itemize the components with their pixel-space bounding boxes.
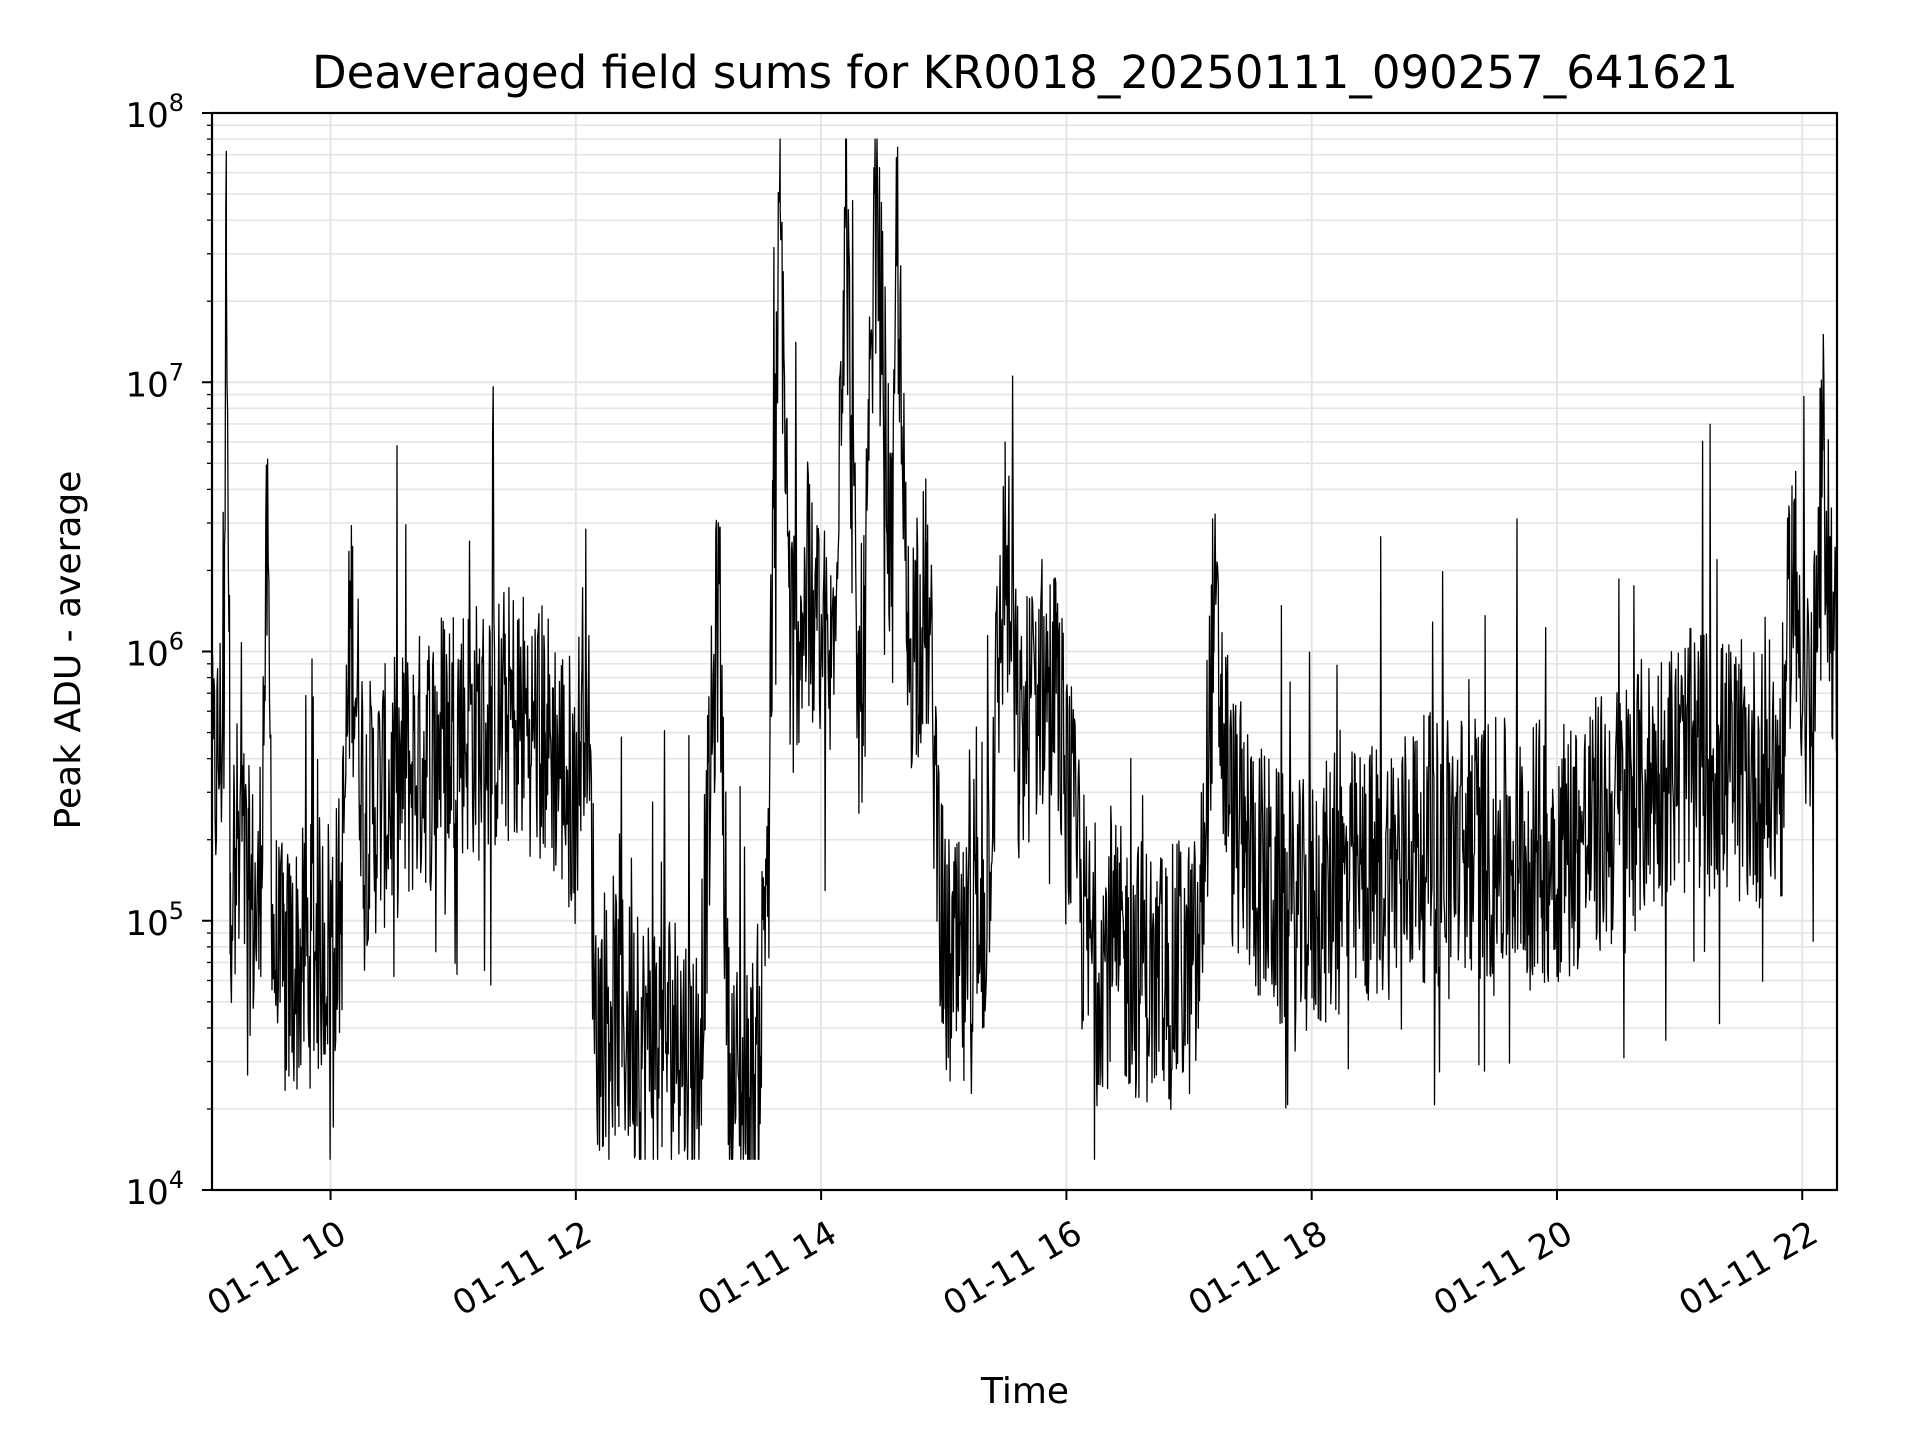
- y-tick-label: 108: [125, 89, 184, 136]
- grid-lines: [212, 113, 1837, 1191]
- x-tick-label: 01-11 12: [446, 1213, 598, 1324]
- x-axis-title: Time: [980, 1371, 1069, 1412]
- x-tick-label: 01-11 10: [201, 1213, 353, 1324]
- y-tick-label: 105: [125, 897, 184, 944]
- y-tick-label: 104: [125, 1166, 184, 1213]
- axis-ticks: 104 105 106 107 108 01-11 10 01-11 12 01-11 14 0…: [125, 89, 1824, 1324]
- y-tick-label: 106: [125, 628, 184, 675]
- x-tick-label: 01-11 14: [691, 1213, 843, 1324]
- series-line: [211, 138, 1838, 1160]
- x-tick-label: 01-11 16: [937, 1213, 1089, 1324]
- y-tick-label: 107: [125, 358, 184, 405]
- x-tick-label: 01-11 22: [1672, 1213, 1824, 1324]
- chart-title: Deaveraged field sums for KR0018_2025011…: [312, 46, 1738, 99]
- x-tick-label: 01-11 20: [1427, 1213, 1579, 1324]
- x-tick-label: 01-11 18: [1182, 1213, 1334, 1324]
- y-axis-title: Peak ADU - average: [48, 471, 89, 830]
